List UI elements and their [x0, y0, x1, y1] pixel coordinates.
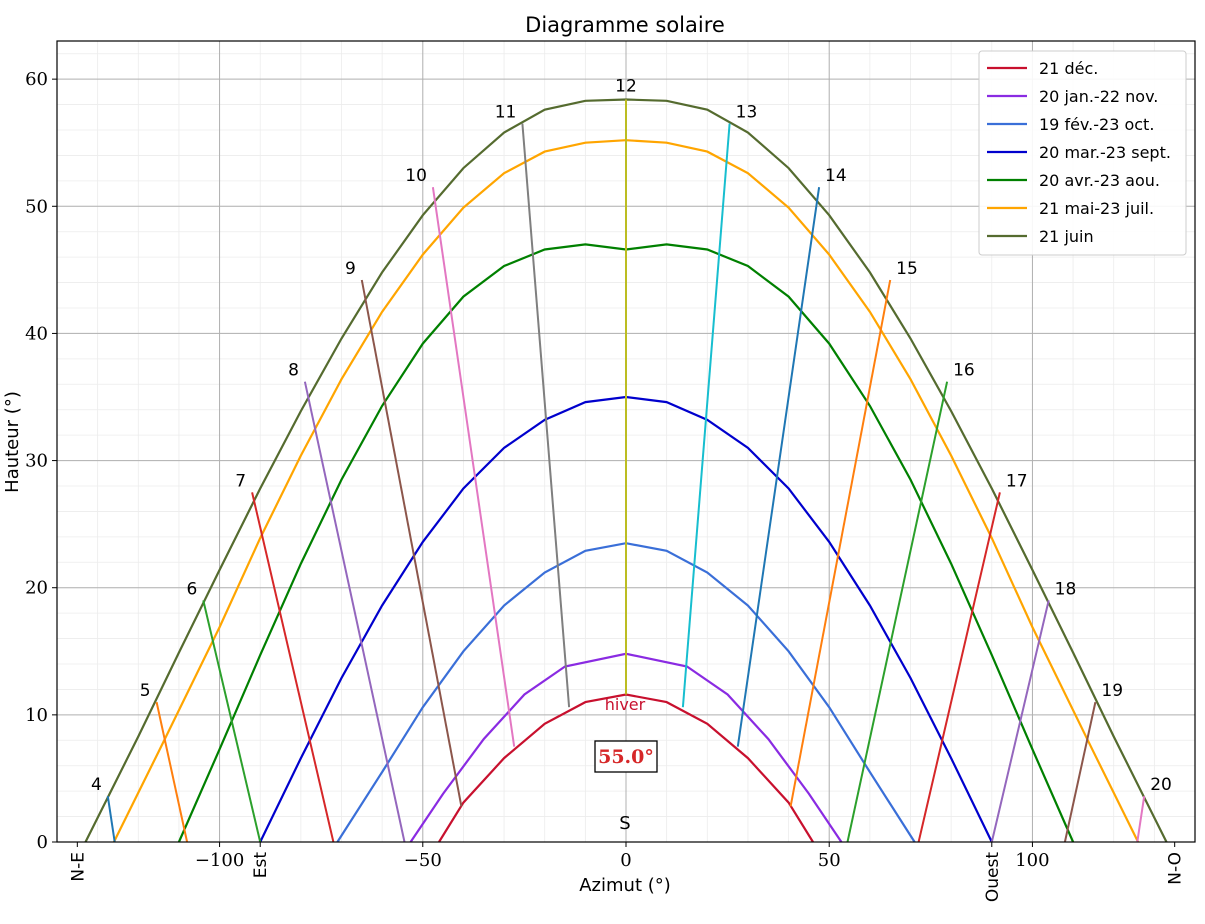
y-tick-label: 30 — [25, 451, 48, 472]
hour-lines: 4 5 6 7 8 9 10 11 12 13 14 15 16 17 18 19 20 — [91, 76, 1172, 843]
winter-label: hiver — [605, 695, 646, 714]
hour-line-8 — [303, 381, 406, 843]
hour-line-9 — [360, 279, 463, 807]
y-tick-label: 0 — [37, 832, 48, 853]
hour-label-13: 13 — [736, 103, 758, 123]
y-tick-label: 20 — [25, 578, 48, 599]
hour-label-20: 20 — [1150, 775, 1172, 795]
hour-label-8: 8 — [288, 361, 299, 381]
y-tick-label: 60 — [25, 69, 48, 90]
x-tick-label: −50 — [404, 850, 442, 871]
south-label: S — [619, 813, 630, 834]
hour-line-17 — [917, 492, 1001, 843]
hour-label-17: 17 — [1006, 471, 1028, 491]
annotations: S hiver 55.0° — [594, 695, 658, 834]
hour-line-19 — [1063, 701, 1097, 843]
hour-label-19: 19 — [1101, 681, 1123, 701]
hour-label-16: 16 — [953, 361, 975, 381]
legend-label: 21 mai-23 juil. — [1039, 199, 1154, 218]
hour-line-6 — [202, 600, 262, 843]
hour-line-7 — [251, 492, 335, 843]
x-tick-label: 50 — [818, 850, 841, 871]
axes-layer: −100 −50 0 50 100 0 10 20 30 40 50 60 N-E Est Ouest N-O — [25, 40, 1196, 902]
x-tick-label: 100 — [1015, 850, 1049, 871]
legend: 21 déc. 20 jan.-22 nov. 19 fév.-23 oct. 20 … — [978, 50, 1187, 256]
legend-label: 20 avr.-23 aou. — [1039, 171, 1160, 190]
legend-label: 21 juin — [1039, 227, 1094, 246]
y-tick-label: 50 — [25, 196, 48, 217]
hour-label-7: 7 — [235, 471, 246, 491]
hour-line-5 — [155, 701, 189, 843]
hour-label-18: 18 — [1055, 579, 1077, 599]
hour-line-16 — [846, 381, 949, 843]
direction-label: N-O — [1166, 852, 1186, 885]
hour-label-15: 15 — [896, 259, 918, 279]
hour-label-14: 14 — [825, 166, 847, 186]
hour-line-10 — [431, 187, 516, 747]
hour-label-5: 5 — [140, 681, 151, 701]
legend-label: 21 déc. — [1039, 59, 1098, 78]
direction-label: N-E — [68, 852, 88, 882]
hour-line-14 — [736, 187, 821, 747]
hour-label-10: 10 — [405, 166, 427, 186]
y-axis-label: Hauteur (°) — [2, 391, 23, 493]
hour-line-4 — [106, 796, 116, 843]
chart-title: Diagramme solaire — [525, 13, 725, 37]
hour-label-4: 4 — [91, 775, 102, 795]
x-tick-label: −100 — [195, 850, 244, 871]
x-tick-label: 0 — [620, 850, 631, 871]
hour-line-18 — [990, 600, 1050, 843]
hour-label-11: 11 — [495, 103, 517, 123]
hour-line-11 — [521, 123, 571, 708]
legend-label: 20 mar.-23 sept. — [1039, 143, 1171, 162]
legend-label: 19 fév.-23 oct. — [1039, 115, 1154, 134]
y-tick-label: 10 — [25, 705, 48, 726]
y-tick-label: 40 — [25, 323, 48, 344]
legend-box — [978, 50, 1187, 256]
hour-line-13 — [681, 123, 731, 708]
hour-label-12: 12 — [615, 76, 637, 96]
hour-label-9: 9 — [345, 259, 356, 279]
direction-label: Ouest — [983, 852, 1003, 902]
hour-line-20 — [1136, 796, 1146, 843]
latitude-box — [594, 740, 658, 773]
hour-label-6: 6 — [186, 579, 197, 599]
latitude-value: 55.0° — [598, 746, 654, 768]
direction-label: Est — [251, 852, 271, 879]
legend-label: 20 jan.-22 nov. — [1039, 87, 1158, 106]
x-axis-label: Azimut (°) — [579, 875, 671, 896]
hour-line-15 — [789, 279, 892, 807]
